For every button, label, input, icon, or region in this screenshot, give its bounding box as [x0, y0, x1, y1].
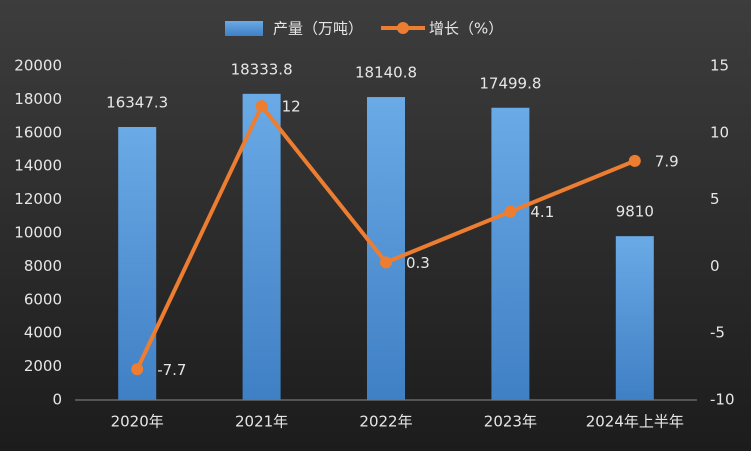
line-point — [628, 154, 641, 167]
y-tick-label: 14000 — [14, 157, 62, 175]
data-label: 12 — [282, 98, 301, 116]
y-tick-label: 10000 — [14, 224, 62, 242]
legend-label: 增长（%） — [429, 20, 503, 38]
line-point — [380, 256, 392, 269]
x-tick-label: 2021年 — [235, 413, 288, 431]
y2-tick-label: 0 — [710, 257, 720, 275]
line-point — [255, 100, 268, 113]
y-tick-label: 16000 — [14, 123, 62, 141]
x-tick-label: 2020年 — [111, 413, 164, 431]
data-label: 7.9 — [655, 152, 679, 170]
data-label: 18333.8 — [231, 60, 293, 78]
y-tick-label: 2000 — [24, 357, 62, 375]
y-tick-label: 20000 — [14, 57, 62, 75]
data-label: 16347.3 — [106, 94, 168, 112]
y2-tick-label: 15 — [710, 57, 729, 75]
bar — [615, 236, 654, 400]
x-tick-label: 2024年上半年 — [586, 413, 684, 431]
y-tick-label: 8000 — [24, 257, 62, 275]
legend-swatch — [397, 22, 410, 34]
bar — [242, 93, 281, 401]
data-label: 4.1 — [530, 203, 554, 221]
bar — [118, 127, 157, 400]
y2-tick-label: 5 — [710, 190, 720, 208]
data-label: 18140.8 — [355, 64, 417, 82]
data-label: 17499.8 — [479, 74, 541, 92]
y-tick-label: 6000 — [24, 290, 62, 308]
y2-tick-label: 10 — [710, 123, 729, 141]
y2-tick-label: -10 — [710, 391, 735, 409]
x-tick-label: 2022年 — [359, 413, 412, 431]
x-tick-label: 2023年 — [484, 413, 537, 431]
data-label: 9810 — [616, 203, 654, 221]
data-label: 0.3 — [406, 254, 430, 272]
y-tick-label: 4000 — [24, 324, 62, 342]
y-tick-label: 18000 — [14, 90, 62, 108]
data-label: -7.7 — [157, 361, 186, 379]
y-tick-label: 12000 — [14, 190, 62, 208]
legend-label: 产量（万吨） — [273, 20, 363, 38]
line-point — [504, 205, 517, 218]
y2-tick-label: -5 — [710, 324, 725, 342]
legend-swatch — [225, 21, 263, 36]
y-tick-label: 0 — [52, 391, 62, 409]
bar — [491, 107, 530, 400]
line-point — [131, 363, 144, 376]
